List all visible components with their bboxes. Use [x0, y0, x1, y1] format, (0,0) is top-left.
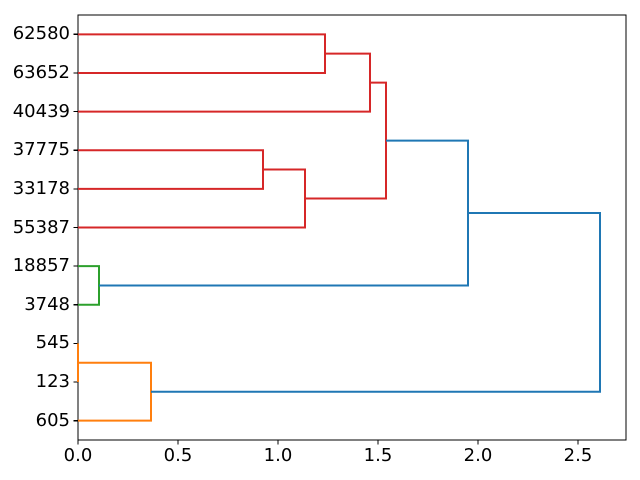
dendrogram-link — [78, 33, 326, 74]
x-tick-label: 2.0 — [463, 445, 493, 466]
leaf-label: 605 — [35, 409, 70, 431]
leaf-label: 55387 — [12, 216, 70, 238]
x-tick-label: 2.5 — [563, 445, 593, 466]
leaf-label: 40439 — [12, 100, 70, 122]
leaf-label: 63652 — [12, 61, 70, 83]
dendrogram-link — [78, 52, 371, 113]
x-tick-label: 1.5 — [363, 445, 393, 466]
x-tick-label: 0.0 — [63, 445, 93, 466]
dendrogram-link — [305, 81, 387, 200]
dendrogram-link — [78, 265, 100, 306]
dendrogram-link — [78, 361, 152, 422]
dendrogram-link — [151, 212, 601, 393]
leaf-label: 37775 — [12, 139, 70, 161]
leaf-label: 545 — [35, 332, 70, 354]
dendrogram-link — [78, 168, 306, 229]
leaf-label: 33178 — [12, 177, 70, 199]
x-tick-label: 0.5 — [163, 445, 193, 466]
x-tick-label: 1.0 — [263, 445, 293, 466]
leaf-label: 3748 — [24, 293, 70, 315]
leaf-label: 18857 — [12, 255, 70, 277]
leaf-label: 62580 — [12, 23, 70, 45]
dendrogram-link — [78, 149, 264, 190]
leaf-label: 123 — [35, 371, 70, 393]
dendrogram-link — [99, 139, 469, 287]
